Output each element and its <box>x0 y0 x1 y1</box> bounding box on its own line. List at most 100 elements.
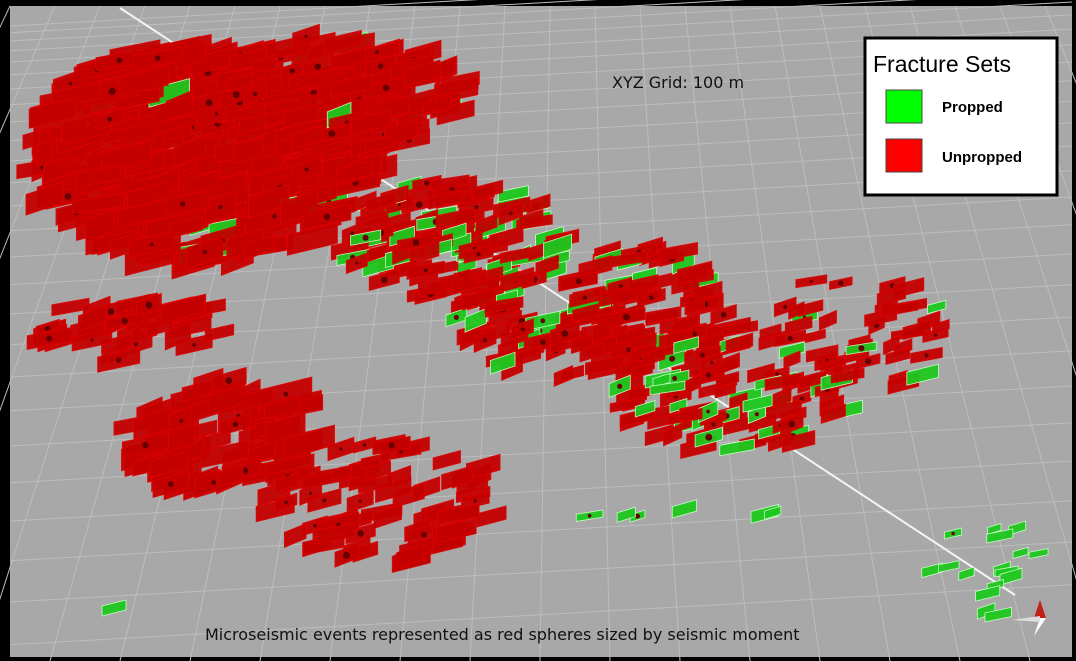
event <box>109 88 116 95</box>
event <box>315 64 321 70</box>
event <box>90 339 93 342</box>
event <box>775 372 779 376</box>
event <box>710 361 713 364</box>
event <box>233 91 240 98</box>
event <box>375 50 379 54</box>
event <box>350 231 354 235</box>
event <box>233 422 238 427</box>
caption: Microseismic events represented as red s… <box>205 625 799 644</box>
event <box>583 295 587 299</box>
event <box>649 295 654 300</box>
event <box>454 315 459 320</box>
event <box>700 353 705 358</box>
event <box>313 524 317 528</box>
event <box>389 442 395 448</box>
event <box>202 250 207 255</box>
event <box>706 410 710 414</box>
event <box>180 201 185 206</box>
event <box>378 63 383 68</box>
event <box>339 447 342 450</box>
scene: XYZ Grid: 100 m Fracture Sets Propped Un… <box>0 0 1076 661</box>
event <box>253 92 257 96</box>
event <box>357 530 363 536</box>
event <box>284 500 288 504</box>
screenshot: XYZ Grid: 100 m Fracture Sets Propped Un… <box>0 0 1076 661</box>
event <box>561 330 568 337</box>
event <box>711 422 715 426</box>
event <box>399 450 402 453</box>
event <box>211 480 216 485</box>
event <box>179 419 183 423</box>
event <box>322 498 326 502</box>
event <box>328 130 335 137</box>
legend-swatch <box>886 90 922 123</box>
event <box>192 343 196 347</box>
event <box>705 434 712 441</box>
event <box>789 421 796 428</box>
event <box>951 532 954 535</box>
grid-label: XYZ Grid: 100 m <box>612 73 744 92</box>
event <box>289 68 294 73</box>
event <box>755 412 759 416</box>
event <box>838 281 843 286</box>
event <box>206 99 213 106</box>
event <box>383 85 389 91</box>
event <box>108 308 115 315</box>
event <box>145 302 152 309</box>
event <box>46 335 52 341</box>
event <box>283 392 288 397</box>
event <box>272 214 276 218</box>
event <box>69 82 72 85</box>
event <box>359 500 362 503</box>
event <box>150 243 154 247</box>
event <box>672 376 677 381</box>
event <box>924 353 928 357</box>
event <box>343 552 350 559</box>
event <box>107 117 112 122</box>
event <box>363 443 366 446</box>
event <box>825 358 828 361</box>
event <box>142 442 148 448</box>
event <box>363 235 369 241</box>
event <box>225 377 232 384</box>
legend-swatch <box>886 139 922 172</box>
event <box>706 372 711 377</box>
event <box>521 327 525 331</box>
event <box>117 57 123 63</box>
event <box>116 357 121 362</box>
event <box>617 384 622 389</box>
event <box>345 120 348 123</box>
event <box>788 336 793 341</box>
event <box>416 201 423 208</box>
legend-title: Fracture Sets <box>873 51 1011 77</box>
legend-item: Propped <box>942 99 1003 116</box>
event <box>783 305 787 309</box>
event <box>540 318 545 323</box>
event <box>721 312 727 318</box>
event <box>421 532 426 537</box>
event <box>215 112 218 115</box>
event <box>381 277 388 284</box>
event <box>858 345 864 351</box>
event <box>424 268 428 272</box>
event <box>65 193 72 200</box>
event <box>155 55 161 61</box>
event <box>810 280 813 283</box>
event <box>218 205 222 209</box>
legend-item: Unpropped <box>942 149 1022 166</box>
event <box>588 514 592 518</box>
event <box>304 35 307 38</box>
event <box>398 203 401 206</box>
event <box>865 358 871 364</box>
event <box>305 168 309 172</box>
event <box>669 356 675 362</box>
event <box>477 252 481 256</box>
event <box>413 239 420 246</box>
event <box>540 339 546 345</box>
event <box>168 481 174 487</box>
event <box>355 262 358 265</box>
event <box>483 338 487 342</box>
event <box>692 332 697 337</box>
event <box>121 318 127 324</box>
event <box>623 314 630 321</box>
